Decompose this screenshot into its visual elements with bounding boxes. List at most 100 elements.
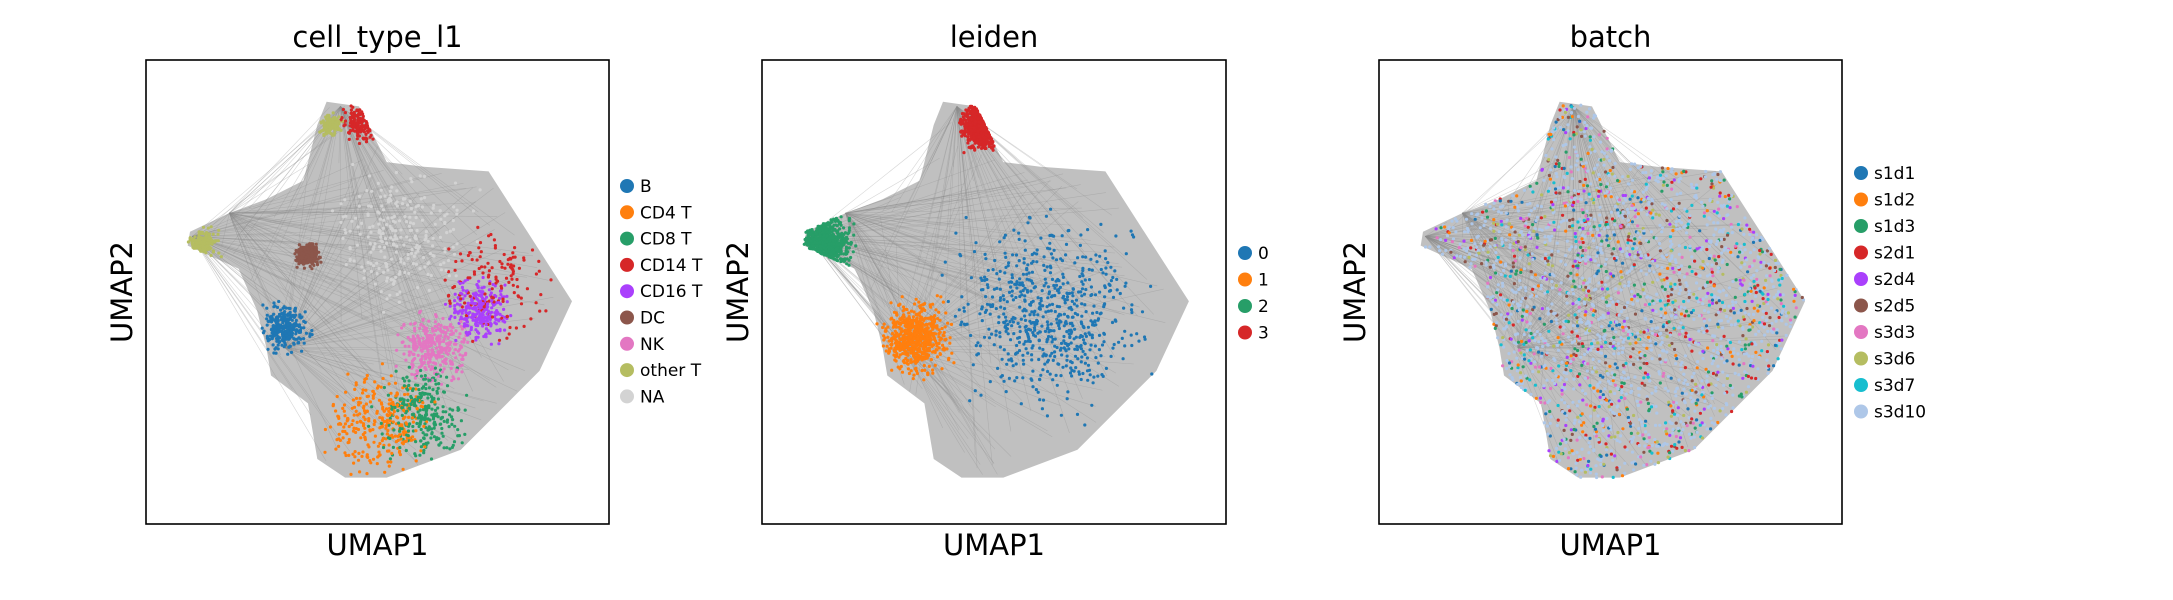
data-point [1044,214,1048,218]
data-point [367,204,371,208]
data-point [939,337,944,341]
data-point [1081,371,1085,376]
data-point [898,327,903,331]
data-point [408,338,412,342]
data-point [386,216,390,220]
data-point [1059,374,1063,378]
data-point [1040,324,1044,328]
data-point [414,262,418,266]
data-point [1057,326,1061,331]
data-point [339,422,343,426]
data-point [1080,355,1084,359]
data-point [503,328,507,332]
data-point [434,328,438,333]
data-point [959,254,963,258]
data-point [445,231,449,235]
data-point [1103,284,1107,288]
data-point [344,119,348,123]
data-point [271,343,275,347]
data-point [912,373,916,377]
data-point [482,285,486,289]
data-point [382,385,386,390]
data-point [1041,304,1045,308]
data-point [983,252,987,256]
data-point [349,104,353,108]
data-point [1088,348,1092,352]
data-point [1097,333,1102,337]
data-point [300,251,304,255]
data-point [847,246,851,250]
data-point [368,129,372,133]
data-point [1100,343,1105,347]
data-point [447,341,451,345]
data-point [368,459,372,463]
data-point [1017,259,1021,263]
data-point [471,339,475,343]
data-point [413,234,417,238]
data-point [1050,277,1055,281]
data-point [480,265,484,269]
data-point [337,115,341,119]
data-point [314,260,318,264]
data-point [361,432,365,437]
legend-marker [620,257,634,272]
data-point [414,440,418,444]
data-point [421,401,425,405]
data-point [398,449,402,453]
data-point [388,419,392,423]
data-point [371,428,375,432]
data-point [280,338,284,342]
data-point [1031,385,1035,389]
data-point [1042,255,1046,259]
data-point [441,360,445,364]
data-point [429,211,433,215]
data-point [530,248,535,252]
data-point [522,258,526,262]
data-point [471,318,475,322]
data-point [429,436,433,440]
legend-label: other T [640,361,702,381]
data-point [1140,310,1145,314]
data-point [534,272,539,276]
data-point [410,416,415,420]
data-point [1023,248,1027,252]
data-point [456,428,460,432]
data-point [430,341,434,345]
data-point [421,431,425,435]
data-point [1045,265,1049,269]
data-point [1005,300,1009,304]
data-point [498,329,502,333]
legend-label: CD4 T [640,203,692,223]
data-point [909,360,913,364]
data-point [373,282,377,286]
data-point [340,116,344,120]
data-point [1117,340,1121,344]
data-point [1124,252,1128,256]
data-point [364,402,368,406]
data-point [379,249,383,253]
data-point [446,335,450,339]
data-point [344,453,348,458]
data-point [1003,233,1008,237]
data-point [397,300,401,304]
data-point [1066,390,1070,394]
data-point [1055,317,1059,321]
data-point [1029,303,1033,307]
data-point [1098,254,1102,258]
data-point [411,424,415,429]
data-point [370,405,374,409]
data-point [1099,354,1103,358]
data-point [343,429,347,434]
data-point [1020,293,1024,297]
data-point [474,335,478,340]
data-point [191,242,195,247]
data-point [407,350,411,354]
data-point [433,378,437,383]
data-point [388,457,392,461]
data-point [369,230,373,234]
data-point [1040,407,1044,411]
data-point [431,388,435,392]
data-point [423,418,427,422]
data-point [513,246,517,250]
data-point [311,261,315,265]
